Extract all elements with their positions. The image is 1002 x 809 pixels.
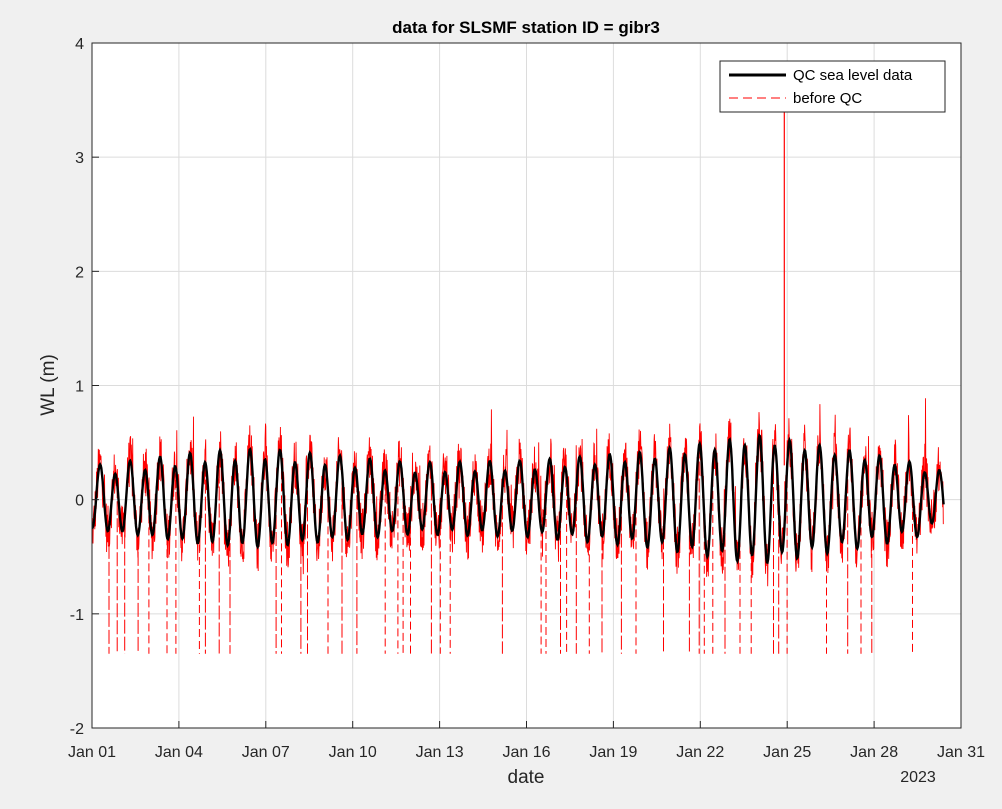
x-tick-label: Jan 19: [589, 744, 637, 761]
x-tick-label: Jan 13: [416, 744, 464, 761]
x-tick-label: Jan 31: [937, 744, 985, 761]
y-tick-label: -1: [70, 607, 84, 624]
x-axis-ticks: Jan 01 Jan 04 Jan 07 Jan 10 Jan 13 Jan 16 Jan …: [68, 721, 985, 761]
legend: QC sea level data before QC: [719, 60, 946, 113]
y-tick-label: 0: [75, 493, 84, 510]
x-tick-label: Jan 07: [242, 744, 290, 761]
y-tick-label: -2: [70, 721, 84, 738]
legend-box: [719, 60, 946, 113]
y-tick-label: 2: [75, 264, 84, 281]
year-label: 2023: [900, 769, 936, 786]
x-tick-label: Jan 16: [502, 744, 550, 761]
y-axis-ticks: -2 -1 0 1 2 3 4: [70, 36, 99, 738]
y-tick-label: 4: [75, 36, 84, 53]
chart-title: data for SLSMF station ID = gibr3: [392, 18, 660, 37]
x-tick-label: Jan 28: [850, 744, 898, 761]
y-tick-label: 3: [75, 150, 84, 167]
x-tick-label: Jan 22: [676, 744, 724, 761]
legend-label-qc: QC sea level data: [793, 67, 913, 84]
x-tick-label: Jan 04: [155, 744, 203, 761]
y-axis-label: WL (m): [38, 354, 59, 416]
qc-line: [92, 433, 945, 565]
y-tick-label: 1: [75, 379, 84, 396]
x-tick-label: Jan 25: [763, 744, 811, 761]
x-axis-label: date: [508, 767, 545, 788]
x-tick-label: Jan 01: [68, 744, 116, 761]
x-tick-label: Jan 10: [329, 744, 377, 761]
series-qc-sea-level: [92, 433, 945, 565]
legend-label-before: before QC: [793, 90, 862, 107]
